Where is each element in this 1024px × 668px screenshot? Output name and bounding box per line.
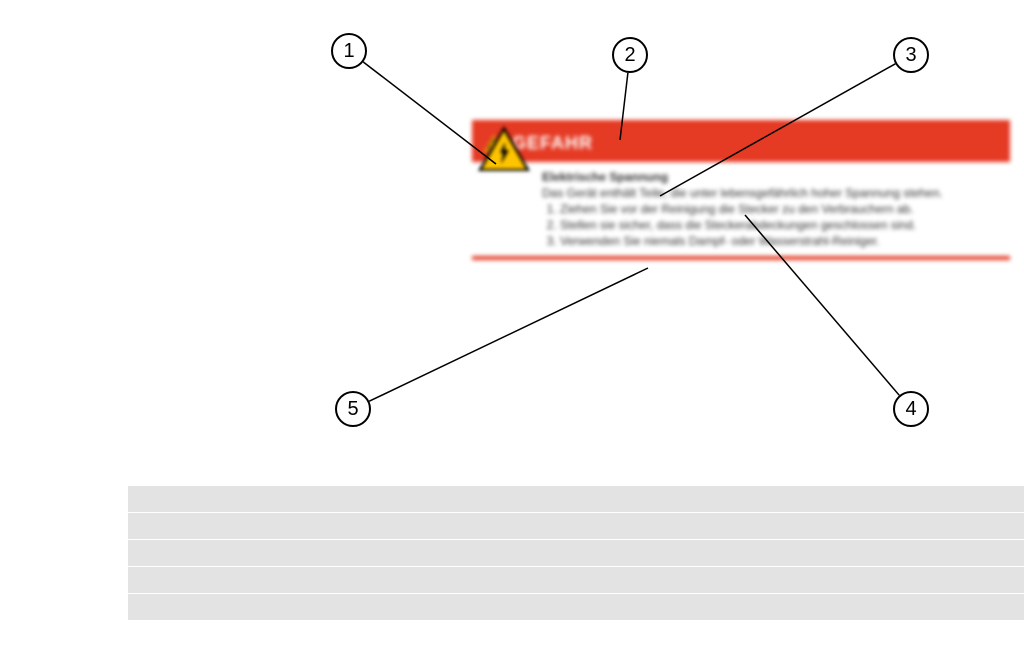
hazard-pictogram [478, 126, 530, 171]
hazard-step: Stellen sie sicher, dass die Steckerabde… [560, 218, 998, 232]
hazard-steps: Ziehen Sie vor der Reinigung die Stecker… [542, 202, 998, 248]
callout-4: 4 [893, 391, 929, 427]
table-row [128, 540, 1024, 567]
table-row [128, 567, 1024, 594]
callout-3: 3 [893, 37, 929, 73]
warning-body: Elektrische Spannung Das Gerät enthält T… [472, 162, 1010, 256]
table-row [128, 594, 1024, 621]
hazard-type: Elektrische Spannung [542, 170, 998, 184]
warning-panel: GEFAHR Elektrische Spannung Das Gerät en… [472, 120, 1010, 260]
callout-2: 2 [612, 37, 648, 73]
callout-5: 5 [335, 391, 371, 427]
hazard-description: Das Gerät enthält Teile, die unter leben… [542, 186, 998, 200]
legend-table [128, 486, 1024, 621]
electrical-hazard-icon [478, 126, 530, 171]
callout-1: 1 [331, 33, 367, 69]
annotated-warning-diagram: GEFAHR Elektrische Spannung Das Gerät en… [0, 0, 1024, 460]
warning-header: GEFAHR [472, 124, 1010, 162]
hazard-step: Ziehen Sie vor der Reinigung die Stecker… [560, 202, 998, 216]
table-row [128, 486, 1024, 513]
table-row [128, 513, 1024, 540]
hazard-step: Verwenden Sie niemals Dampf- oder Wasser… [560, 234, 998, 248]
